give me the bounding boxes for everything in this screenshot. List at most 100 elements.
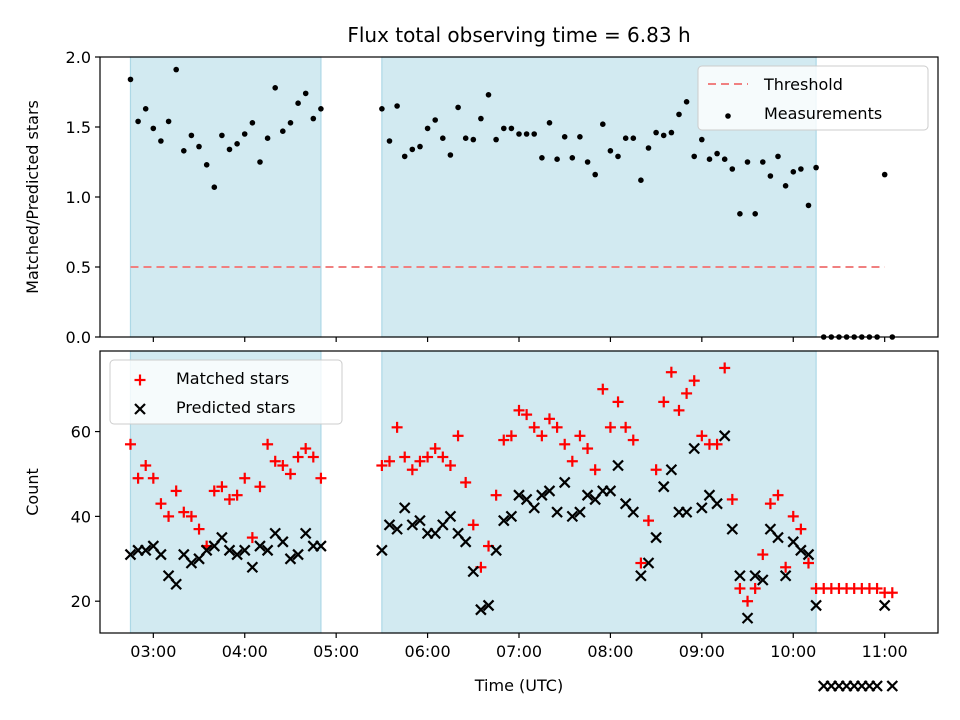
panel2-predicted-stars-point: [254, 540, 266, 552]
panel2-predicted-stars-point-b: [749, 569, 761, 582]
panel1-measurements-point: [767, 173, 774, 179]
panel2-matched-stars-point: [795, 523, 807, 535]
panel2-predicted-stars-point: [139, 544, 152, 557]
panel2-predicted-stars-point-b: [299, 527, 312, 540]
panel2-predicted-stars-point-b: [398, 502, 411, 514]
panel2-predicted-stars-point: [299, 527, 312, 540]
panel2-predicted-stars-point: [292, 548, 304, 561]
panel1-measurements-point: [760, 159, 766, 165]
panel1-measurements-point: [226, 146, 233, 153]
panel2-matched-stars-point: [612, 396, 624, 408]
panel2-predicted-stars-point-b: [772, 531, 784, 544]
panel1-measurements-point: [211, 184, 218, 190]
panel2-predicted-stars-point-b: [406, 519, 419, 531]
panel1-measurements-point: [721, 156, 728, 162]
panel2-matched-stars-point: [566, 455, 578, 467]
panel2-matched-stars-point: [422, 451, 434, 463]
panel2-predicted-stars-point-b: [627, 506, 640, 518]
panel1-measurements-point: [417, 143, 423, 150]
panel1-measurements-point: [424, 125, 431, 132]
panel2-predicted-stars-point: [383, 519, 396, 531]
panel1-legend-swatch: [725, 113, 731, 119]
panel2-predicted-stars-point-b: [505, 510, 518, 523]
panel2-predicted-stars-point-b: [543, 485, 556, 497]
panel1-measurements-point: [318, 106, 324, 112]
panel2-matched-stars-point: [505, 430, 517, 442]
panel1-measurements-point: [257, 159, 263, 165]
panel2-matched-stars-point: [521, 409, 533, 421]
panel2-predicted-stars-point: [231, 548, 243, 561]
panel2-predicted-stars-point-b: [513, 489, 525, 501]
panel1-measurements-point: [744, 159, 751, 165]
panel2-predicted-stars-point: [444, 510, 457, 523]
panel2-predicted-stars-point: [223, 544, 236, 557]
panel2-predicted-stars-point-b: [376, 544, 388, 557]
panel2-legend-box: [109, 359, 343, 425]
panel2-matched-stars-point: [406, 464, 418, 476]
panel1-measurements-point: [470, 136, 477, 143]
panel2-predicted-stars-point: [459, 536, 472, 548]
panel2-predicted-stars-point-b: [284, 553, 297, 565]
panel2-matched-stars-point: [262, 438, 274, 450]
panel2-predicted-stars-point-b: [254, 540, 266, 552]
panel2-predicted-stars-point: [878, 599, 891, 612]
panel2-predicted-stars-point: [581, 489, 594, 501]
panel1-measurements-point: [668, 129, 675, 136]
panel2-predicted-stars-point-b: [551, 506, 563, 518]
panel2-predicted-stars-point: [185, 557, 198, 569]
panel2-matched-stars-point: [543, 413, 555, 425]
panel1-measurements-point: [645, 145, 652, 151]
panel1-measurements-point: [173, 66, 179, 73]
panel1-y-tick-label: 1.5: [66, 118, 91, 137]
panel2-legend-swatch-b: [134, 403, 146, 415]
panel2-predicted-stars-point: [718, 430, 731, 442]
panel2-predicted-stars-point: [734, 569, 746, 582]
panel2-predicted-stars-point: [688, 442, 700, 455]
panel2-matched-stars-point: [284, 468, 296, 480]
panel1-measurements-point: [714, 150, 720, 157]
panel1-measurements-point: [219, 132, 225, 139]
panel2-predicted-stars-point: [482, 599, 495, 612]
panel2-matched-stars-point: [292, 451, 304, 463]
panel2-predicted-stars-point-b: [703, 489, 716, 501]
panel2-predicted-stars-point: [475, 603, 487, 616]
x-tick-label: 08:00: [587, 642, 633, 661]
panel2-predicted-stars-point: [398, 502, 411, 514]
panel2-matched-stars-point: [277, 459, 289, 471]
panel1-measurements-point: [478, 115, 484, 122]
panel1-measurements-point: [493, 136, 499, 143]
panel1-measurements-point: [615, 153, 621, 160]
panel2-predicted-stars-point-b: [200, 544, 213, 557]
panel2-matched-stars-point: [589, 464, 601, 476]
panel2-legend-label: Matched stars: [176, 369, 289, 388]
panel2-matched-stars-point: [224, 493, 236, 505]
panel2-predicted-stars-point: [406, 519, 419, 531]
panel2-predicted-stars-point-b: [155, 548, 167, 561]
panel1-measurements-point: [546, 120, 553, 126]
panel1-measurements-point: [272, 85, 279, 91]
panel1-measurements-point: [676, 111, 682, 118]
panel1-measurements-point: [790, 169, 797, 175]
panel2-matched-stars-point: [513, 404, 525, 416]
panel1-measurements-point: [561, 134, 568, 140]
panel1-measurements-point: [523, 131, 530, 137]
x-tick-label: 09:00: [679, 642, 725, 661]
panel2-predicted-stars-point-b: [383, 519, 396, 531]
panel2-matched-stars-point: [734, 582, 746, 594]
panel2-matched-stars-point: [582, 443, 594, 455]
panel2-matched-stars-point: [650, 464, 662, 476]
panel2-predicted-stars-point-b: [231, 548, 243, 561]
panel1-measurements-point: [287, 120, 294, 126]
panel2-predicted-stars-point: [216, 531, 228, 544]
panel2-matched-stars-point: [871, 582, 883, 594]
panel1-measurements-point: [196, 143, 202, 150]
panel2-predicted-stars-point-b: [665, 463, 678, 476]
panel2-predicted-stars-point-b: [741, 612, 754, 624]
panel2-matched-stars-point: [307, 451, 319, 463]
panel2-predicted-stars-point: [376, 544, 388, 557]
x-tick-label: 10:00: [770, 642, 816, 661]
panel2-matched-stars-point: [132, 472, 144, 484]
panel2-predicted-stars-point-b: [246, 561, 259, 574]
panel2-predicted-stars-point-b: [139, 544, 152, 557]
